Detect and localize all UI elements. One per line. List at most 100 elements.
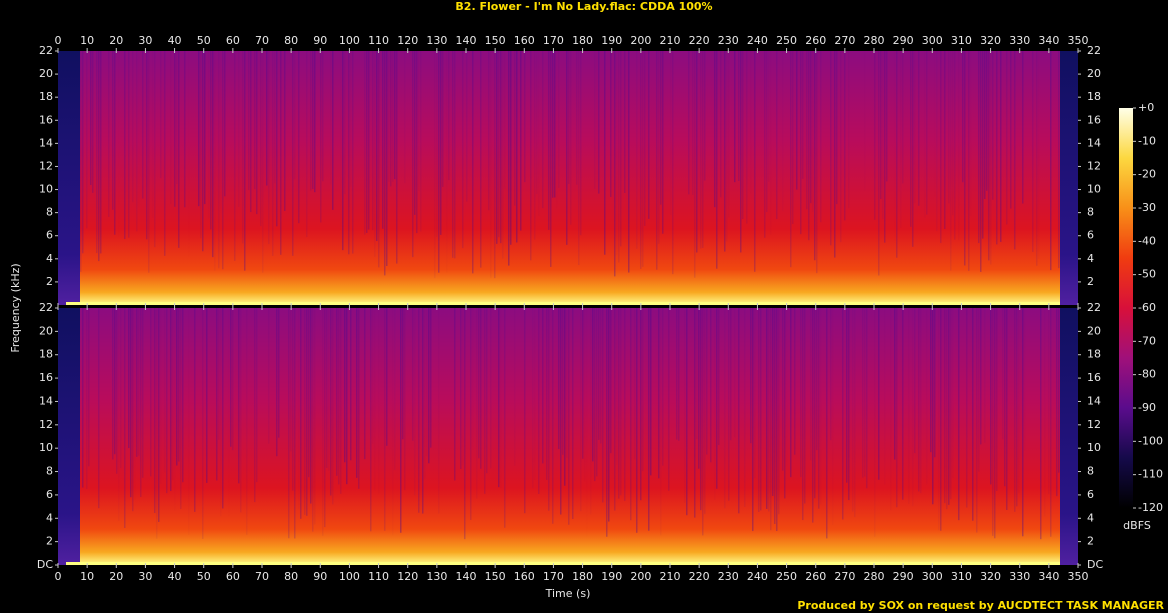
texture <box>644 51 646 226</box>
texture <box>950 51 952 271</box>
texture <box>902 308 904 500</box>
colorbar-tick-label: -80 <box>1138 368 1156 381</box>
texture <box>500 51 502 244</box>
texture <box>790 308 792 478</box>
y-tick-label: 6 <box>1087 488 1094 501</box>
texture <box>98 51 100 262</box>
texture <box>530 51 532 261</box>
y-tick-label: 8 <box>46 465 53 478</box>
y-tick-label: 2 <box>1087 535 1094 548</box>
texture <box>92 51 94 193</box>
texture <box>912 51 914 247</box>
x-tick-label: 40 <box>168 34 182 47</box>
texture <box>1000 51 1002 242</box>
texture <box>498 51 500 238</box>
texture <box>882 51 884 220</box>
texture <box>580 51 582 236</box>
texture <box>1050 51 1052 271</box>
x-tick-label: 210 <box>660 34 681 47</box>
silence <box>1060 308 1078 565</box>
texture <box>82 51 84 254</box>
x-tick-label: 270 <box>834 570 855 583</box>
texture <box>370 308 372 532</box>
y-tick-label: 12 <box>1087 418 1101 431</box>
texture <box>174 308 176 511</box>
texture <box>902 51 904 184</box>
texture <box>684 308 686 503</box>
texture <box>1038 51 1040 259</box>
texture <box>816 308 818 451</box>
texture <box>592 308 594 462</box>
texture <box>240 308 242 513</box>
x-tick-label: 340 <box>1038 34 1059 47</box>
x-tick-label: 200 <box>630 34 651 47</box>
x-tick-label: 10 <box>80 34 94 47</box>
texture <box>620 51 622 247</box>
texture <box>214 51 216 271</box>
texture <box>340 308 342 494</box>
texture <box>658 51 660 244</box>
texture <box>890 308 892 510</box>
texture <box>582 308 584 459</box>
texture <box>648 308 650 531</box>
dc-line <box>66 562 1060 565</box>
x-tick-label: 30 <box>138 34 152 47</box>
x-tick-label: 330 <box>1009 570 1030 583</box>
y-tick-label: 2 <box>1087 275 1094 288</box>
texture <box>610 308 612 454</box>
texture <box>90 51 92 186</box>
texture <box>454 51 456 259</box>
texture <box>332 51 334 210</box>
texture <box>472 51 474 274</box>
texture <box>810 51 812 204</box>
y-tick-label: 20 <box>39 324 53 337</box>
texture <box>118 51 120 236</box>
texture <box>830 51 832 246</box>
texture <box>480 51 482 268</box>
y-tick-label: 10 <box>39 441 53 454</box>
texture <box>114 51 116 235</box>
texture <box>538 308 540 494</box>
y-tick-label: 20 <box>1087 324 1101 337</box>
texture <box>378 51 380 268</box>
texture <box>1032 51 1034 252</box>
texture <box>394 51 396 180</box>
y-tick-label: 6 <box>46 488 53 501</box>
texture <box>390 51 392 187</box>
texture <box>148 51 150 273</box>
x-tick-label: 160 <box>514 570 535 583</box>
texture <box>814 308 816 499</box>
texture <box>260 51 262 227</box>
texture <box>160 308 162 484</box>
texture <box>776 51 778 220</box>
texture <box>1056 308 1058 497</box>
texture <box>1040 308 1042 540</box>
texture <box>672 51 674 275</box>
texture <box>320 51 322 223</box>
texture <box>944 51 946 230</box>
texture <box>610 51 612 197</box>
texture <box>986 51 988 191</box>
texture <box>834 51 836 258</box>
texture <box>346 308 348 485</box>
x-tick-label: 0 <box>55 34 62 47</box>
texture <box>344 51 346 195</box>
texture <box>1010 51 1012 209</box>
colorbar-tick-label: -20 <box>1138 168 1156 181</box>
x-tick-label: 240 <box>747 570 768 583</box>
y-tick-label: DC <box>37 558 53 571</box>
texture <box>218 51 220 269</box>
x-tick-label: 20 <box>109 570 123 583</box>
texture <box>812 51 814 212</box>
texture <box>392 308 394 535</box>
texture <box>448 51 450 181</box>
x-tick-label: 220 <box>689 34 710 47</box>
texture <box>894 308 896 460</box>
texture <box>224 51 226 197</box>
texture <box>86 51 88 229</box>
texture <box>434 51 436 279</box>
texture <box>462 51 464 249</box>
y-tick-label: 22 <box>1087 301 1101 314</box>
x-tick-label: 320 <box>980 34 1001 47</box>
texture <box>418 308 420 513</box>
